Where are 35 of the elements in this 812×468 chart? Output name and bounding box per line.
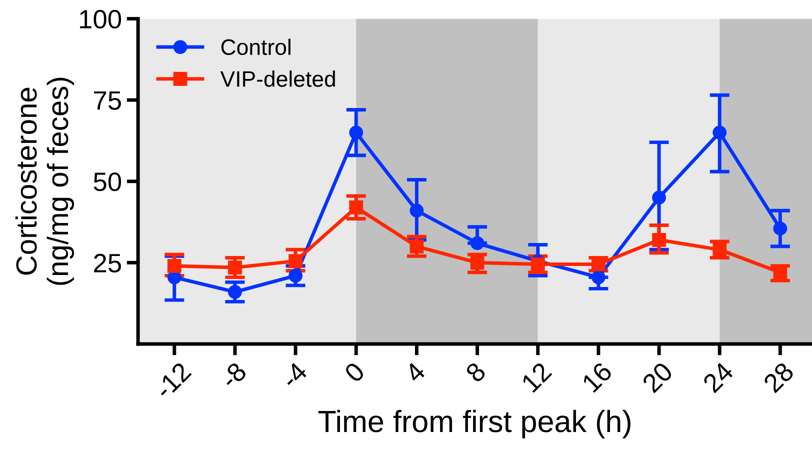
point	[712, 126, 727, 140]
point	[410, 239, 424, 254]
point	[470, 256, 484, 270]
x-tick-label: 12	[520, 361, 552, 393]
legend-label: VIP-deleted	[220, 70, 335, 87]
y-tick-label: 50	[94, 172, 122, 192]
y-tick-label: 100	[80, 10, 122, 29]
x-tick-label: 16	[581, 361, 614, 393]
x-tick-label: -8	[219, 361, 248, 390]
point	[773, 222, 788, 236]
point	[349, 126, 364, 140]
point	[167, 258, 182, 273]
point	[652, 232, 666, 247]
x-tick-label: -4	[280, 361, 308, 390]
point	[288, 268, 302, 283]
point	[349, 200, 364, 214]
point	[228, 284, 242, 299]
y-axis-title: Corticosterone (ng/mg of feces)	[15, 78, 74, 285]
point	[228, 260, 242, 274]
x-tick-label: 8	[464, 361, 487, 384]
point	[592, 270, 606, 284]
x-tick-label: 0	[343, 361, 366, 384]
point	[288, 254, 302, 268]
y-tick-label: 25	[94, 254, 121, 272]
x-tick-label: 20	[641, 361, 674, 394]
x-tick-label: 28	[762, 361, 795, 394]
legend-label: Control	[221, 38, 290, 56]
x-axis-title: Time from first peak (h)	[318, 410, 630, 438]
x-tick-label: -12	[154, 361, 192, 400]
point	[470, 236, 484, 250]
point	[652, 190, 666, 205]
point	[410, 204, 424, 218]
y-tick-label: 75	[94, 91, 121, 110]
x-tick-label: 24	[702, 360, 734, 394]
x-tick-label: 4	[404, 361, 426, 384]
